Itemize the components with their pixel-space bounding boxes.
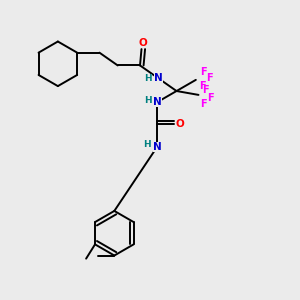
Text: O: O: [176, 119, 184, 130]
Text: H: H: [144, 74, 152, 83]
Text: F: F: [200, 99, 207, 110]
Text: N: N: [153, 142, 162, 152]
Text: F: F: [207, 94, 214, 103]
Text: H: H: [144, 140, 151, 149]
Text: O: O: [138, 38, 147, 48]
Text: N: N: [153, 97, 162, 107]
Text: F: F: [200, 67, 207, 76]
Text: H: H: [144, 96, 152, 105]
Text: F: F: [199, 81, 206, 92]
Text: F: F: [202, 85, 209, 94]
Text: F: F: [206, 74, 212, 83]
Text: N: N: [154, 73, 163, 83]
